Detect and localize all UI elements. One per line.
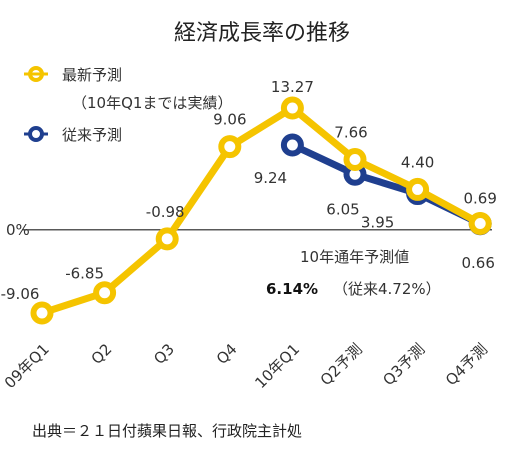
data-label-previous: 6.05 xyxy=(326,200,359,218)
data-label-previous: 0.66 xyxy=(461,254,494,272)
data-label-latest: 0.69 xyxy=(463,189,496,207)
point-latest xyxy=(280,96,304,120)
x-tick-label: Q3 xyxy=(150,340,178,368)
data-label-latest: 13.27 xyxy=(271,78,314,96)
x-tick-label: 09年Q1 xyxy=(1,340,53,392)
series-line-latest xyxy=(40,104,482,317)
data-label-previous: 3.95 xyxy=(361,214,394,232)
zero-axis-label: 0% xyxy=(6,221,30,239)
source-note: 出典＝２１日付蘋果日報、行政院主計処 xyxy=(32,422,303,440)
point-latest xyxy=(218,135,242,159)
data-label-latest: -6.85 xyxy=(65,265,104,283)
annual-forecast-value: 6.14% xyxy=(266,280,318,298)
point-latest xyxy=(468,211,492,235)
point-latest xyxy=(343,148,367,172)
x-tick-label: Q2 xyxy=(88,340,116,368)
data-label-layer: -9.06 -6.85 -0.98 9.06 13.27 7.66 4.40 0.69 9.24… xyxy=(1,78,497,303)
series-layer xyxy=(30,96,492,325)
legend-marker-previous xyxy=(28,126,44,142)
axis-layer: 0% 09年Q1 Q2 Q3 Q4 10年Q1 Q2予測 Q3予測 Q4予測 xyxy=(1,221,492,392)
annual-forecast-label: 10年通年予測値 xyxy=(300,248,409,266)
x-tick-label: Q2予測 xyxy=(317,340,366,389)
point-latest xyxy=(30,301,54,325)
x-tick-label: Q4 xyxy=(213,340,241,368)
data-label-previous: 9.24 xyxy=(254,169,287,187)
data-label-latest: 9.06 xyxy=(213,111,246,129)
x-tick-label: 10年Q1 xyxy=(251,340,303,392)
legend-label-previous: 従来予測 xyxy=(62,126,122,144)
x-tick-label: Q3予測 xyxy=(379,340,428,389)
chart-title: 経済成長率の推移 xyxy=(174,21,350,46)
point-latest xyxy=(93,281,117,305)
point-latest xyxy=(155,227,179,251)
annual-forecast-annotation: 10年通年予測値 6.14% （従来4.72%） xyxy=(266,248,441,298)
point-previous xyxy=(280,133,304,157)
annual-forecast-previous: （従来4.72%） xyxy=(333,280,441,298)
legend-label-latest: 最新予測 xyxy=(62,66,122,84)
x-tick-label: Q4予測 xyxy=(442,340,491,389)
point-latest xyxy=(406,177,430,201)
data-label-latest: -0.98 xyxy=(146,203,185,221)
data-label-latest: 4.40 xyxy=(401,153,434,171)
legend-note-latest: （10年Q1までは実績） xyxy=(72,94,232,112)
data-label-latest: 7.66 xyxy=(334,124,367,142)
legend: 最新予測 （10年Q1までは実績） 従来予測 xyxy=(24,66,232,144)
data-label-latest: -9.06 xyxy=(1,285,40,303)
